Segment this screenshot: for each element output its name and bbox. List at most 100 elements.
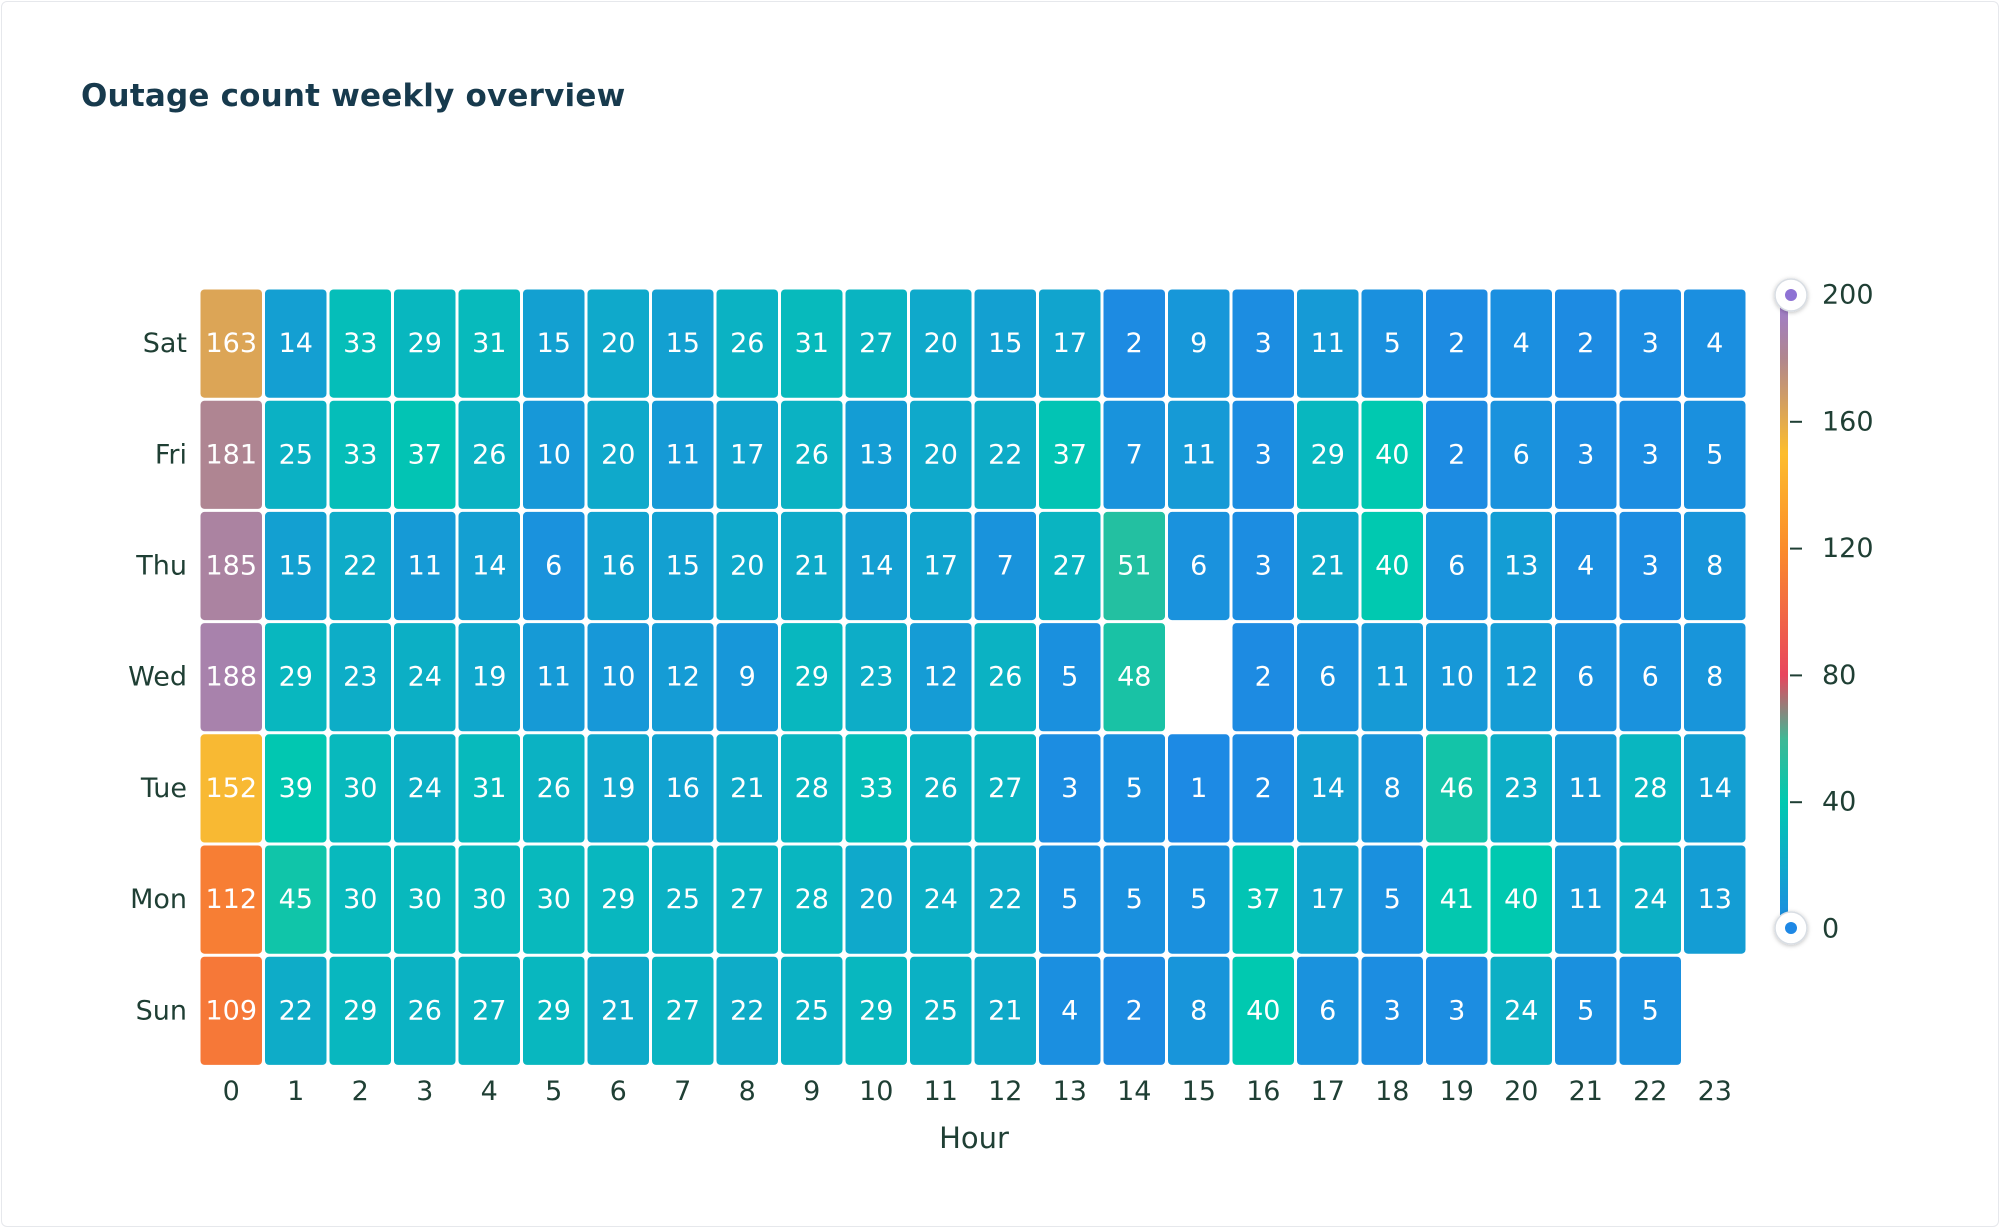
heatmap-cell[interactable]: [1232, 734, 1295, 843]
heatmap-cell[interactable]: [265, 956, 327, 1065]
heatmap-cell[interactable]: [458, 289, 521, 398]
legend-min-handle[interactable]: [1774, 911, 1808, 945]
heatmap-cell[interactable]: [1619, 511, 1682, 621]
heatmap-cell[interactable]: [1684, 400, 1746, 509]
heatmap-cell[interactable]: [329, 734, 392, 843]
heatmap-cell[interactable]: [1490, 623, 1553, 732]
heatmap-cell[interactable]: [1555, 956, 1617, 1065]
heatmap-cell[interactable]: [1103, 400, 1166, 509]
heatmap-cell[interactable]: [1684, 623, 1746, 732]
heatmap-cell[interactable]: [974, 400, 1037, 509]
heatmap-cell[interactable]: [1619, 623, 1682, 732]
heatmap-cell[interactable]: [200, 845, 263, 954]
heatmap-cell[interactable]: [329, 845, 392, 954]
heatmap-cell[interactable]: [1684, 845, 1746, 954]
heatmap-cell[interactable]: [523, 623, 585, 732]
heatmap-cell[interactable]: [974, 623, 1037, 732]
heatmap-cell[interactable]: [845, 845, 908, 954]
heatmap-cell[interactable]: [1361, 289, 1424, 398]
heatmap-cell[interactable]: [1103, 734, 1166, 843]
heatmap-cell[interactable]: [1103, 623, 1166, 732]
heatmap-cell[interactable]: [1619, 289, 1682, 398]
heatmap-cell[interactable]: [1426, 623, 1488, 732]
heatmap-cell[interactable]: [781, 511, 843, 621]
heatmap-cell[interactable]: [652, 623, 714, 732]
heatmap-cell[interactable]: [1039, 956, 1101, 1065]
legend-max-handle[interactable]: [1774, 278, 1808, 312]
heatmap-cell[interactable]: [652, 400, 714, 509]
heatmap-cell[interactable]: [1103, 289, 1166, 398]
heatmap-cell[interactable]: [1297, 845, 1359, 954]
heatmap-cell[interactable]: [910, 956, 972, 1065]
heatmap-cell[interactable]: [329, 956, 392, 1065]
heatmap-cell[interactable]: [1297, 623, 1359, 732]
heatmap-cell[interactable]: [716, 289, 779, 398]
heatmap-cell[interactable]: [458, 734, 521, 843]
heatmap-cell[interactable]: [1232, 956, 1295, 1065]
heatmap-cell[interactable]: [781, 400, 843, 509]
heatmap-cell[interactable]: [587, 623, 650, 732]
heatmap-cell[interactable]: [587, 511, 650, 621]
heatmap-cell[interactable]: [1426, 511, 1488, 621]
heatmap-cell[interactable]: [329, 623, 392, 732]
heatmap-cell[interactable]: [1232, 400, 1295, 509]
heatmap-cell[interactable]: [458, 511, 521, 621]
heatmap-cell[interactable]: [1039, 400, 1101, 509]
heatmap-cell[interactable]: [716, 511, 779, 621]
heatmap-cell[interactable]: [265, 623, 327, 732]
heatmap-cell[interactable]: [329, 511, 392, 621]
heatmap-cell[interactable]: [781, 623, 843, 732]
heatmap-cell[interactable]: [200, 956, 263, 1065]
heatmap-cell[interactable]: [587, 734, 650, 843]
heatmap-cell[interactable]: [1168, 845, 1230, 954]
heatmap-cell[interactable]: [910, 623, 972, 732]
heatmap-cell[interactable]: [1619, 956, 1682, 1065]
heatmap-cell[interactable]: [200, 289, 263, 398]
heatmap-cell[interactable]: [1168, 956, 1230, 1065]
heatmap-cell[interactable]: [265, 400, 327, 509]
heatmap-cell[interactable]: [394, 400, 456, 509]
heatmap-cell[interactable]: [974, 289, 1037, 398]
heatmap-cell[interactable]: [265, 734, 327, 843]
heatmap-cell[interactable]: [845, 289, 908, 398]
heatmap-cell[interactable]: [458, 956, 521, 1065]
heatmap-cell[interactable]: [394, 289, 456, 398]
heatmap-cell[interactable]: [1232, 289, 1295, 398]
heatmap-cell[interactable]: [523, 289, 585, 398]
heatmap-cell[interactable]: [394, 956, 456, 1065]
heatmap-cell[interactable]: [523, 400, 585, 509]
heatmap-cell[interactable]: [845, 956, 908, 1065]
heatmap-cell[interactable]: [1297, 956, 1359, 1065]
heatmap-cell[interactable]: [587, 956, 650, 1065]
heatmap-cell[interactable]: [1297, 400, 1359, 509]
heatmap-cell[interactable]: [1103, 956, 1166, 1065]
heatmap-cell[interactable]: [716, 400, 779, 509]
heatmap-cell[interactable]: [781, 734, 843, 843]
heatmap-cell[interactable]: [1555, 511, 1617, 621]
heatmap-cell[interactable]: [200, 623, 263, 732]
heatmap-cell[interactable]: [523, 511, 585, 621]
heatmap-cell[interactable]: [1490, 400, 1553, 509]
heatmap-cell[interactable]: [587, 400, 650, 509]
heatmap-cell[interactable]: [1361, 623, 1424, 732]
heatmap-cell[interactable]: [845, 400, 908, 509]
heatmap-cell[interactable]: [652, 289, 714, 398]
heatmap-cell[interactable]: [1039, 511, 1101, 621]
heatmap-cell[interactable]: [716, 956, 779, 1065]
heatmap-cell[interactable]: [394, 623, 456, 732]
heatmap-cell[interactable]: [1490, 511, 1553, 621]
heatmap-cell[interactable]: [652, 956, 714, 1065]
heatmap-cell[interactable]: [845, 734, 908, 843]
heatmap-cell[interactable]: [910, 734, 972, 843]
heatmap-cell[interactable]: [265, 511, 327, 621]
heatmap-cell[interactable]: [652, 845, 714, 954]
heatmap-cell[interactable]: [1684, 511, 1746, 621]
heatmap-cell[interactable]: [1490, 845, 1553, 954]
heatmap-cell[interactable]: [652, 511, 714, 621]
heatmap-cell[interactable]: [394, 511, 456, 621]
heatmap-cell[interactable]: [458, 400, 521, 509]
heatmap-cell[interactable]: [1361, 956, 1424, 1065]
heatmap-cell[interactable]: [716, 734, 779, 843]
heatmap-cell[interactable]: [200, 511, 263, 621]
heatmap-cell[interactable]: [1555, 289, 1617, 398]
